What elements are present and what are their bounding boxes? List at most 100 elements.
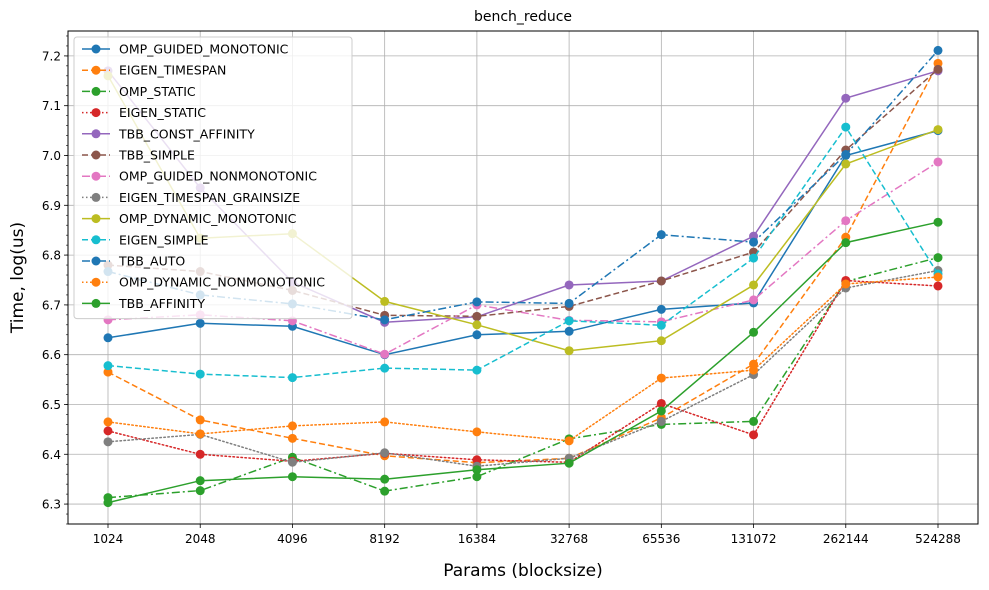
y-tick-label: 6.6 bbox=[42, 348, 61, 362]
data-point bbox=[749, 365, 759, 375]
legend-marker bbox=[91, 108, 101, 118]
legend-entry: OMP_GUIDED_MONOTONIC bbox=[82, 42, 289, 57]
data-point bbox=[472, 330, 482, 340]
data-point bbox=[841, 93, 851, 103]
x-tick-label: 8192 bbox=[369, 532, 400, 546]
data-point bbox=[380, 315, 390, 325]
legend-label: EIGEN_TIMESPAN_GRAINSIZE bbox=[119, 190, 300, 205]
data-point bbox=[656, 373, 666, 383]
data-point bbox=[933, 281, 943, 291]
legend-label: EIGEN_TIMESPAN bbox=[119, 63, 226, 78]
data-point bbox=[933, 125, 943, 135]
data-point bbox=[933, 272, 943, 282]
legend-entry: EIGEN_TIMESPAN_GRAINSIZE bbox=[82, 190, 300, 205]
y-tick-label: 6.5 bbox=[42, 398, 61, 412]
data-point bbox=[656, 276, 666, 286]
data-point bbox=[933, 157, 943, 167]
series-lines bbox=[103, 45, 943, 508]
y-tick-label: 7.1 bbox=[42, 99, 61, 113]
legend-marker bbox=[91, 214, 101, 224]
data-point bbox=[841, 159, 851, 169]
data-point bbox=[749, 327, 759, 337]
data-point bbox=[103, 437, 113, 447]
data-point bbox=[195, 369, 205, 379]
legend-marker bbox=[91, 171, 101, 181]
legend-marker bbox=[91, 192, 101, 202]
legend-marker bbox=[91, 86, 101, 96]
y-tick-label: 6.8 bbox=[42, 249, 61, 263]
data-point bbox=[841, 238, 851, 248]
x-tick-label: 65536 bbox=[642, 532, 680, 546]
series-line bbox=[107, 125, 939, 379]
data-point bbox=[380, 296, 390, 306]
data-point bbox=[472, 297, 482, 307]
data-point bbox=[380, 486, 390, 496]
data-point bbox=[933, 217, 943, 227]
data-point bbox=[287, 373, 297, 383]
y-tick-label: 6.7 bbox=[42, 298, 61, 312]
plot-frame bbox=[67, 30, 979, 525]
legend-marker bbox=[91, 277, 101, 287]
data-point bbox=[749, 295, 759, 305]
data-point bbox=[656, 304, 666, 314]
data-point bbox=[103, 367, 113, 377]
legend-label: EIGEN_STATIC bbox=[119, 105, 206, 120]
data-point bbox=[472, 365, 482, 375]
legend-marker bbox=[91, 44, 101, 54]
legend-label: OMP_DYNAMIC_NONMONOTONIC bbox=[119, 275, 325, 290]
x-tick-label: 32768 bbox=[550, 532, 588, 546]
data-point bbox=[841, 149, 851, 159]
data-point bbox=[472, 427, 482, 437]
x-tick-label: 2048 bbox=[185, 532, 216, 546]
data-point bbox=[472, 455, 482, 465]
data-point bbox=[195, 318, 205, 328]
x-axis-title: Params (blocksize) bbox=[443, 561, 602, 581]
data-point bbox=[380, 474, 390, 484]
data-point bbox=[103, 361, 113, 371]
legend-box bbox=[73, 36, 353, 320]
data-point bbox=[195, 486, 205, 496]
series-line bbox=[107, 221, 939, 504]
data-point bbox=[472, 311, 482, 321]
legend-label: OMP_GUIDED_NONMONOTONIC bbox=[119, 169, 317, 184]
data-point bbox=[287, 457, 297, 467]
data-point bbox=[472, 320, 482, 330]
data-point bbox=[933, 45, 943, 55]
series-line bbox=[107, 269, 939, 467]
data-point bbox=[656, 398, 666, 408]
legend-entry: OMP_GUIDED_NONMONOTONIC bbox=[82, 169, 317, 184]
data-point bbox=[103, 333, 113, 343]
data-point bbox=[195, 429, 205, 439]
legend-marker bbox=[91, 150, 101, 160]
legend-label: TBB_SIMPLE bbox=[118, 148, 195, 163]
chart-title: bench_reduce bbox=[474, 9, 572, 25]
data-point bbox=[380, 349, 390, 359]
legend-entry: EIGEN_SIMPLE bbox=[82, 232, 209, 247]
data-point bbox=[933, 253, 943, 263]
data-point bbox=[564, 316, 574, 326]
x-tick-label: 4096 bbox=[277, 532, 308, 546]
data-point bbox=[749, 280, 759, 290]
legend-label: OMP_GUIDED_MONOTONIC bbox=[119, 42, 289, 57]
data-point bbox=[656, 320, 666, 330]
data-point bbox=[749, 253, 759, 263]
legend-entry: OMP_STATIC bbox=[82, 84, 196, 99]
data-point bbox=[380, 417, 390, 427]
data-point bbox=[749, 416, 759, 426]
data-point bbox=[656, 406, 666, 416]
series-line bbox=[107, 161, 939, 356]
data-point bbox=[380, 448, 390, 458]
axes: 1024 2048 4096 8192 16384 32768 65536 131072 262… bbox=[42, 35, 961, 546]
series-line bbox=[107, 276, 939, 442]
legend-label: EIGEN_SIMPLE bbox=[119, 232, 209, 247]
data-point bbox=[472, 465, 482, 475]
y-tick-label: 7.0 bbox=[42, 149, 61, 163]
y-axis-title: Time, log(us) bbox=[8, 222, 28, 334]
legend-entry: TBB_CONST_AFFINITY bbox=[82, 126, 255, 141]
data-point bbox=[564, 436, 574, 446]
data-point bbox=[287, 421, 297, 431]
y-tick-label: 6.4 bbox=[42, 448, 61, 462]
x-tick-label: 16384 bbox=[458, 532, 496, 546]
series-omp-dynamic-nonmonotonic bbox=[103, 272, 943, 446]
series-line bbox=[107, 279, 939, 464]
